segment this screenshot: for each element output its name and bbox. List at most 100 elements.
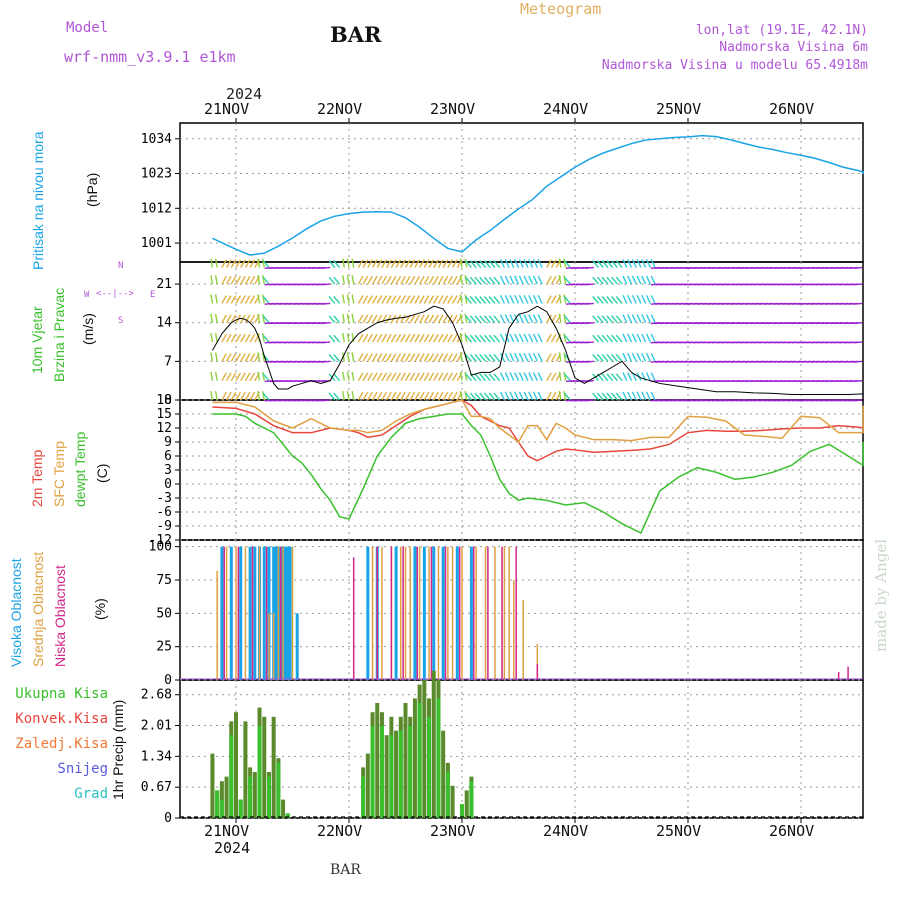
wind-barb [442,314,449,324]
wind-barb [249,333,256,343]
y-tick-label: 18 [156,393,172,408]
wind-barb [518,391,524,401]
wind-barb [346,275,350,285]
wind-barb [504,275,510,285]
wind-barb [230,275,237,285]
wind-barb [611,373,618,382]
wind-barb [409,275,416,285]
wind-barb [636,391,642,401]
wind-barb [447,372,453,382]
wind-barb [584,341,594,344]
sfc-temp-line [212,399,864,444]
wind-barb [528,372,534,381]
wind-barb [428,333,435,343]
wind-barb [371,314,378,324]
wind-barb [606,334,614,343]
wind-barb [537,294,543,304]
wind-barb [328,354,336,362]
wind-barb [409,295,416,304]
mid-cloud-bar [508,546,510,680]
high-cloud-bar [286,546,290,680]
wind-barb [261,275,265,285]
wind-barb [221,275,227,285]
wind-barb [395,314,402,324]
wind-barb [469,276,477,285]
wind-barb [532,333,538,343]
wind-barb [437,295,444,304]
total-precip-bar [384,735,389,818]
low-cloud-bar [251,546,254,680]
wind-barb [400,353,406,362]
wind-barb [479,276,487,285]
wind-barb [650,391,656,401]
wind-barb [225,295,232,304]
wind-barb [442,333,449,343]
wind-barb [221,295,227,304]
wind-barb [357,353,364,362]
mid-cloud-bar [258,546,261,680]
wind-barb [518,314,524,324]
y-tick-label: 21 [156,277,172,292]
total-precip-bar [431,670,436,818]
y-tick-label: 2.01 [141,719,172,734]
wind-barb [428,275,435,285]
wind-barb [395,333,402,343]
wind-barb [210,333,214,343]
wind-barb [592,315,600,324]
dewpt-label: dewpt Temp [72,431,88,507]
grid-lines [180,123,863,819]
wind-barb [342,313,345,323]
wind-barb [433,314,439,324]
wind-barb [386,259,392,268]
wind-barb [357,372,364,382]
wind-barb [563,260,571,268]
wind-barb [395,259,402,268]
wind-barb [528,391,534,401]
wind-barb [328,296,336,304]
wind-barb [469,260,477,268]
high-cloud-bar [441,546,445,680]
wind-barb [479,334,487,343]
wind-barb [230,391,237,401]
wind-barb [214,294,218,304]
wind-barb [386,333,392,343]
wind-barb [261,333,265,343]
wind-barb [853,399,863,402]
mid-cloud-bar [225,546,228,680]
wind-barb [346,391,350,401]
wind-barb [464,275,468,285]
wind-barb [235,353,242,362]
wind-barb [235,259,242,268]
wind-barb [636,259,642,268]
wind-barb [584,322,594,325]
wind-barb [596,315,604,324]
high-cloud-bar [455,546,459,680]
wind-barb [437,259,444,268]
low-cloud-bar [265,546,268,680]
high-cloud-bar [274,546,278,680]
wind-barb [631,314,637,324]
wind-barb [235,295,242,304]
high-cloud-bar [283,546,287,680]
wind-barb [261,313,265,323]
wind-barb [493,392,501,401]
wind-barb [615,276,623,285]
wind-barb [240,333,246,343]
wind-barb [459,294,463,304]
wind-barb [428,295,435,304]
wind-barb [423,314,430,324]
mid-cloud-bar [536,644,539,680]
conv-precip-bar [215,790,220,818]
wind-barb [409,259,416,268]
wind-barb [381,259,388,268]
wind-barb [853,379,863,383]
wind-barb [442,259,449,268]
wind-barb [210,294,214,304]
wind-barb [550,275,557,285]
wind-barb [437,372,444,382]
wind-barb [563,258,567,268]
wind-compass: W E N S <--|--> [84,258,155,328]
y-tick-label: -3 [156,491,172,506]
mid-cloud-bar [404,546,407,680]
wind-barb [563,296,571,304]
